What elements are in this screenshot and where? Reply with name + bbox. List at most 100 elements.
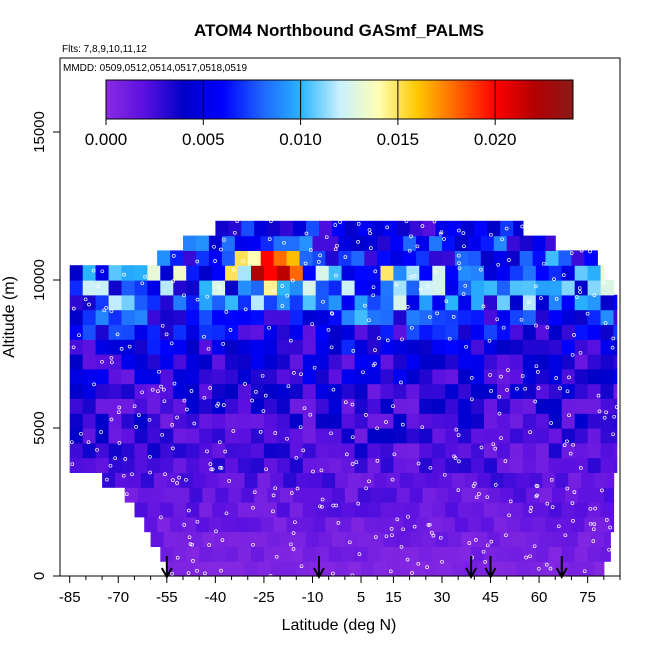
sample-point: [427, 522, 432, 527]
sample-point: [291, 531, 296, 535]
heatmap-cell: [561, 309, 576, 325]
heatmap-cell: [509, 294, 524, 311]
sample-point: [523, 386, 528, 391]
heatmap-cell: [173, 280, 187, 296]
heatmap-cell: [241, 531, 255, 547]
heatmap-cell: [108, 265, 123, 281]
sample-point: [333, 223, 338, 227]
sample-point: [577, 286, 582, 291]
heatmap-cell: [257, 561, 271, 577]
heatmap-cell: [442, 250, 456, 266]
heatmap-cell: [69, 354, 84, 370]
heatmap-cell: [251, 428, 265, 444]
heatmap-cell: [403, 516, 417, 533]
heatmap-cell: [522, 339, 537, 355]
heatmap-cell: [280, 220, 294, 237]
heatmap-cell: [218, 561, 233, 577]
heatmap-cell: [535, 442, 550, 459]
sample-point: [163, 472, 167, 477]
heatmap-cell: [276, 265, 291, 281]
heatmap-cell: [170, 516, 184, 533]
sample-point: [187, 535, 192, 540]
sample-point: [227, 479, 231, 483]
heatmap-cell: [561, 383, 576, 399]
heatmap-cell: [354, 546, 369, 562]
heatmap-cell: [545, 250, 559, 266]
heatmap-cell: [260, 250, 275, 266]
sample-point: [334, 273, 338, 278]
heatmap-cell: [561, 413, 576, 429]
heatmap-cell: [497, 294, 511, 311]
heatmap-cell: [419, 383, 433, 399]
heatmap-cell: [535, 546, 550, 562]
heatmap-cell: [548, 398, 563, 414]
sample-point: [407, 248, 412, 253]
heatmap-cell: [386, 472, 401, 488]
sample-point: [219, 247, 223, 252]
heatmap-cell: [225, 442, 239, 459]
heatmap-cell: [173, 324, 187, 340]
heatmap-cell: [157, 250, 171, 266]
heatmap-cell: [432, 413, 446, 429]
heatmap-cell: [69, 383, 84, 399]
heatmap-cell: [519, 250, 534, 266]
heatmap-cell: [425, 561, 440, 577]
heatmap-cell: [406, 294, 420, 311]
sample-point: [329, 311, 334, 315]
heatmap-cell: [199, 502, 213, 518]
heatmap-cell: [435, 220, 449, 237]
sample-point: [536, 566, 541, 571]
heatmap-cell: [419, 413, 433, 429]
heatmap-cell: [179, 472, 194, 488]
heatmap-cell: [289, 265, 304, 281]
heatmap-cell: [121, 309, 135, 325]
heatmap-cell: [95, 280, 110, 296]
heatmap-cell: [108, 428, 123, 444]
heatmap-cell: [555, 472, 569, 488]
heatmap-cell: [302, 280, 317, 296]
sample-point: [384, 420, 388, 424]
sample-point: [495, 317, 500, 322]
heatmap-cell: [429, 250, 443, 266]
heatmap-cell: [484, 413, 498, 429]
heatmap-cell: [121, 280, 135, 296]
sample-point: [169, 341, 174, 346]
heatmap-cell: [568, 561, 582, 577]
heatmap-cell: [276, 413, 291, 429]
heatmap-cell: [458, 368, 472, 385]
heatmap-cell: [276, 546, 291, 562]
colorbar-tick-label: 0.005: [182, 130, 225, 149]
heatmap-cell: [95, 457, 110, 473]
heatmap-cell: [522, 280, 537, 296]
sample-point: [182, 293, 186, 298]
heatmap-cell: [539, 487, 553, 503]
heatmap-cell: [406, 546, 420, 562]
heatmap-cell: [432, 280, 446, 296]
sample-point: [310, 322, 315, 327]
sample-point: [497, 394, 502, 399]
heatmap-cell: [380, 502, 394, 518]
heatmap-cell: [535, 354, 550, 370]
heatmap-cell: [393, 442, 407, 459]
heatmap-cell: [445, 383, 459, 399]
sample-point: [338, 220, 342, 224]
sample-point: [286, 384, 291, 389]
heatmap-cell: [522, 309, 537, 325]
heatmap-cell: [594, 561, 605, 577]
profile-arrow-head: [555, 567, 568, 580]
heatmap-cell: [506, 516, 521, 533]
heatmap-cell: [302, 546, 317, 562]
heatmap-cell: [374, 472, 388, 488]
sample-point: [243, 382, 247, 386]
sample-point: [447, 336, 452, 341]
sample-point: [164, 332, 169, 337]
heatmap-cell: [276, 294, 291, 311]
heatmap-cell: [471, 368, 485, 385]
flights-subtitle: Flts: 7,8,9,10,11,12: [62, 44, 147, 55]
sample-point: [588, 521, 593, 526]
heatmap-cell: [558, 516, 572, 533]
y-tick-label: 15000: [31, 111, 48, 153]
heatmap-cell: [613, 354, 618, 370]
sample-point: [401, 527, 406, 532]
heatmap-cell: [231, 561, 246, 577]
